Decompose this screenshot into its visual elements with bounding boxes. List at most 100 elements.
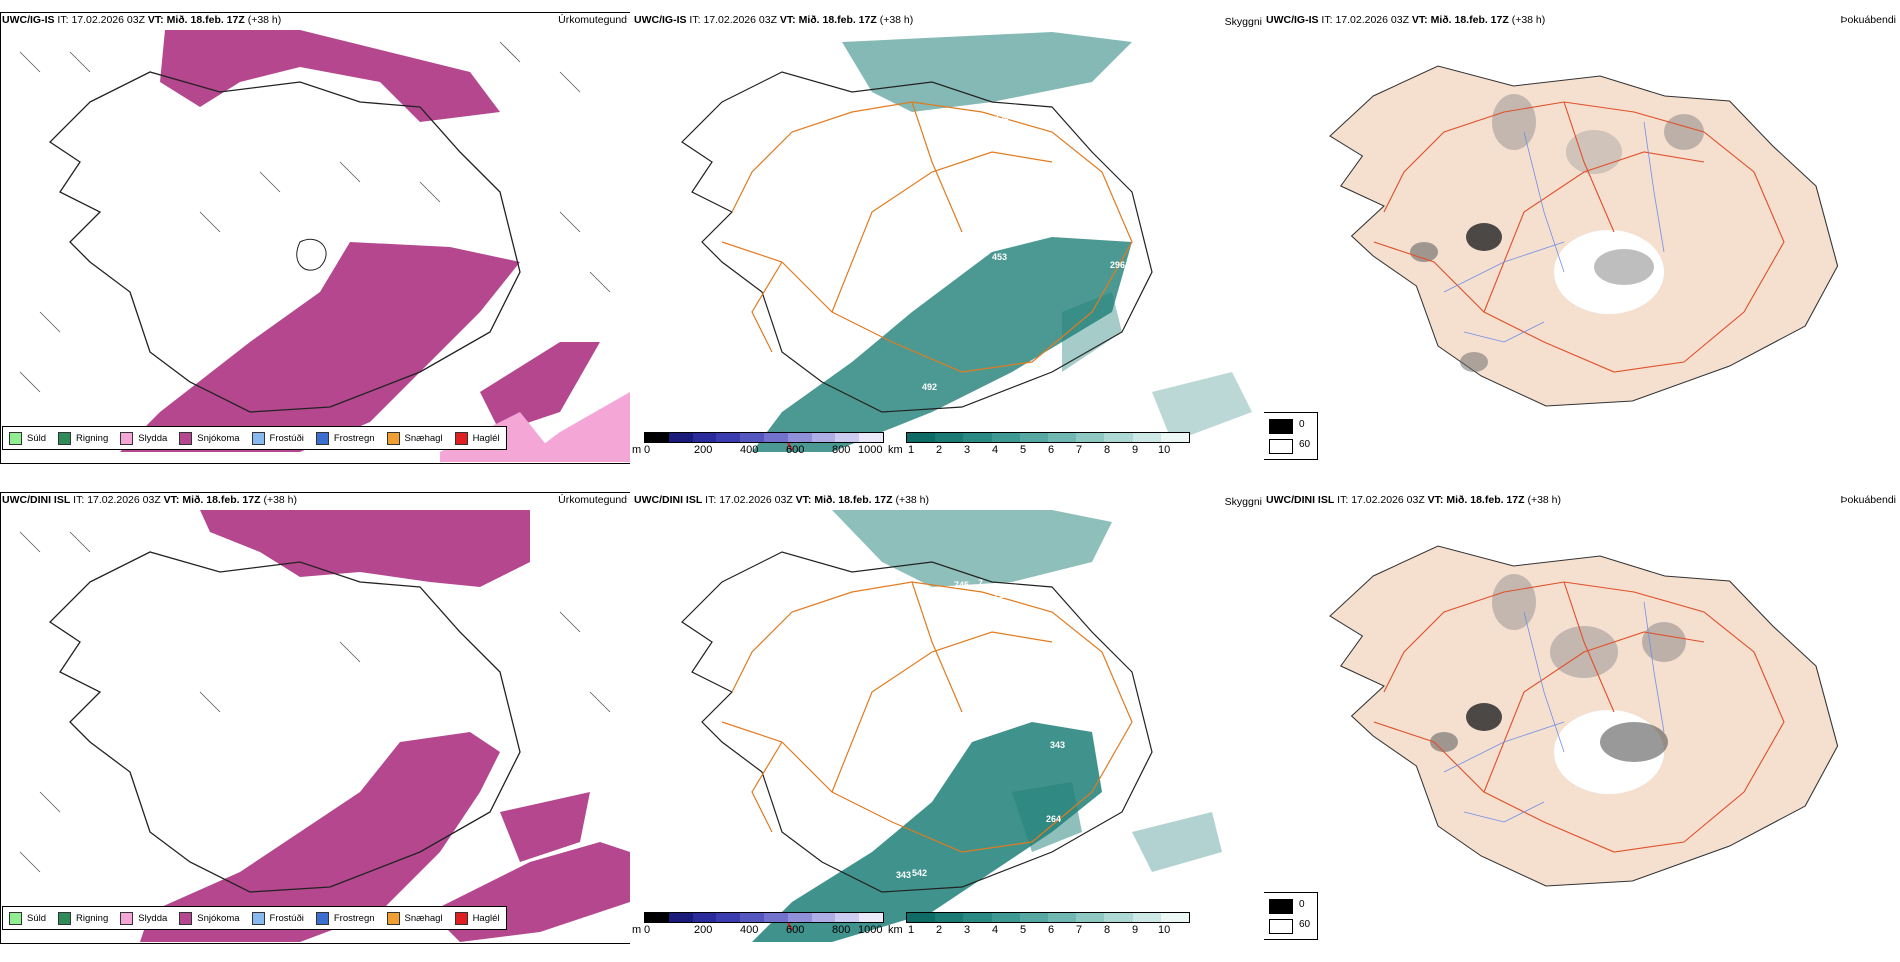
vis-swatch bbox=[935, 913, 964, 922]
fog-map-row1 bbox=[1329, 65, 1839, 407]
ceiling-unit: m bbox=[632, 444, 642, 456]
legend-item-snjokoma: Snjókoma bbox=[179, 911, 240, 925]
fog-swatch bbox=[1269, 899, 1293, 914]
legend-swatch bbox=[9, 431, 22, 445]
vis-swatch bbox=[1160, 433, 1190, 442]
legend-swatch bbox=[179, 431, 193, 445]
vis-tick: 3 bbox=[964, 924, 971, 936]
ceiling-swatch bbox=[763, 433, 788, 442]
vis-label: 236 bbox=[994, 112, 1010, 122]
visibility-colorbar: km 1 2 3 4 5 6 7 8 9 10 bbox=[888, 432, 1190, 460]
visibility-panel-row2: UWC/DINI ISL IT: 17.02.2026 03Z VT: Mið.… bbox=[632, 492, 1262, 962]
lead-time: (+38 h) bbox=[895, 494, 930, 506]
legend-swatch bbox=[9, 911, 22, 925]
vis-tick: 10 bbox=[1158, 444, 1171, 456]
vis-label: 264 bbox=[1046, 814, 1062, 824]
ceiling-tick: 400 bbox=[740, 444, 759, 456]
vis-tick: 1 bbox=[908, 444, 915, 456]
vis-swatch bbox=[1104, 433, 1133, 442]
vis-tick: 10 bbox=[1158, 924, 1171, 936]
vis-swatch bbox=[991, 433, 1020, 442]
vis-label: 236 bbox=[942, 110, 958, 120]
legend-item-slydda: Slydda bbox=[120, 911, 167, 925]
ceiling-swatch bbox=[787, 913, 812, 922]
ceiling-unit: m bbox=[632, 924, 642, 936]
legend-swatch bbox=[386, 431, 400, 445]
panel-header: UWC/DINI ISL IT: 17.02.2026 03Z VT: Mið.… bbox=[634, 494, 929, 506]
legend-swatch bbox=[251, 431, 265, 445]
it-value: 17.02.2026 03Z bbox=[703, 14, 777, 26]
ceiling-swatch bbox=[811, 913, 836, 922]
vt-value: Mið. 18.feb. 17Z bbox=[1446, 494, 1525, 506]
vis-unit: km bbox=[888, 444, 903, 456]
panel-title: Skyggni bbox=[1224, 496, 1262, 508]
panel-title: Þokuábendi bbox=[1840, 494, 1896, 506]
vis-tick: 2 bbox=[936, 924, 943, 936]
vis-tick: 6 bbox=[1048, 924, 1055, 936]
vis-label: 296 bbox=[1110, 260, 1126, 270]
legend-item-sudl: Súld bbox=[9, 911, 46, 925]
panel-header: UWC/DINI ISL IT: 17.02.2026 03Z VT: Mið.… bbox=[1266, 494, 1561, 506]
vis-tick: 5 bbox=[1020, 444, 1027, 456]
ceiling-swatch bbox=[787, 433, 812, 442]
ceiling-tick: 0 bbox=[644, 444, 651, 456]
precip-map-row2 bbox=[19, 510, 630, 942]
lead-time: (+38 h) bbox=[263, 494, 298, 506]
visibility-colorbar-strip bbox=[906, 432, 1190, 443]
ceiling-tick: 1000 bbox=[858, 924, 883, 936]
vis-swatch bbox=[1104, 913, 1133, 922]
vis-label: 339 bbox=[1024, 712, 1040, 722]
lead-time: (+38 h) bbox=[247, 14, 282, 26]
vt-label: VT: bbox=[779, 14, 796, 26]
fog-panel-row1: UWC/IG-IS IT: 17.02.2026 03Z VT: Mið. 18… bbox=[1264, 12, 1900, 482]
vis-swatch bbox=[935, 433, 964, 442]
ceiling-tick: 600 bbox=[786, 924, 805, 936]
legend-swatch bbox=[58, 911, 72, 925]
ceiling-colorbar: m 0 200 400 600 800 1000 bbox=[632, 912, 884, 940]
ceiling-colorbar-strip bbox=[644, 912, 884, 923]
vis-label: 343 bbox=[896, 870, 912, 880]
model-name: UWC/DINI ISL bbox=[2, 494, 71, 506]
precip-legend: Súld Rigning Slydda Snjókoma Frostúði Fr… bbox=[2, 426, 507, 450]
vt-label: VT: bbox=[163, 494, 180, 506]
ceiling-tick: 200 bbox=[694, 924, 713, 936]
vis-swatch bbox=[1048, 913, 1077, 922]
fog-swatch bbox=[1269, 419, 1293, 434]
ceiling-swatch bbox=[835, 433, 860, 442]
vt-value: Mið. 18.feb. 17Z bbox=[1430, 14, 1509, 26]
vis-label: 745 bbox=[954, 580, 970, 590]
vt-value: Mið. 18.feb. 17Z bbox=[798, 14, 877, 26]
panel-title: Skyggni bbox=[1224, 16, 1262, 28]
ceiling-tick: 800 bbox=[832, 924, 851, 936]
vis-swatch bbox=[1019, 913, 1049, 922]
ceiling-swatch bbox=[716, 433, 741, 442]
vt-label: VT: bbox=[1411, 14, 1428, 26]
vis-tick: 9 bbox=[1132, 924, 1139, 936]
fog-legend-value: 0 bbox=[1299, 899, 1305, 910]
vis-tick: 4 bbox=[992, 444, 999, 456]
ceiling-tick: 400 bbox=[740, 924, 759, 936]
legend-swatch bbox=[454, 431, 468, 445]
it-label: IT: bbox=[1321, 14, 1333, 26]
precip-legend: Súld Rigning Slydda Snjókoma Frostúði Fr… bbox=[2, 906, 507, 930]
vis-swatch bbox=[1132, 913, 1161, 922]
vis-tick: 8 bbox=[1104, 924, 1111, 936]
ceiling-swatch bbox=[859, 433, 883, 442]
vis-tick: 6 bbox=[1048, 444, 1055, 456]
model-name: UWC/IG-IS bbox=[2, 14, 55, 26]
fog-map-row2 bbox=[1329, 545, 1839, 887]
it-label: IT: bbox=[73, 494, 85, 506]
visibility-map-row2 bbox=[681, 510, 1222, 942]
legend-swatch bbox=[120, 431, 134, 445]
panel-header: UWC/DINI ISL IT: 17.02.2026 03Z VT: Mið.… bbox=[2, 494, 297, 506]
vis-tick: 3 bbox=[964, 444, 971, 456]
vis-tick: 8 bbox=[1104, 444, 1111, 456]
legend-item-slydda: Slydda bbox=[120, 431, 167, 445]
ceiling-swatch bbox=[859, 913, 883, 922]
model-name: UWC/IG-IS bbox=[634, 14, 687, 26]
it-value: 17.02.2026 03Z bbox=[71, 14, 145, 26]
vis-label: 542 bbox=[912, 868, 928, 878]
legend-item-frostudi: Frostúði bbox=[251, 911, 304, 925]
vis-swatch bbox=[991, 913, 1020, 922]
vis-swatch bbox=[1132, 433, 1161, 442]
